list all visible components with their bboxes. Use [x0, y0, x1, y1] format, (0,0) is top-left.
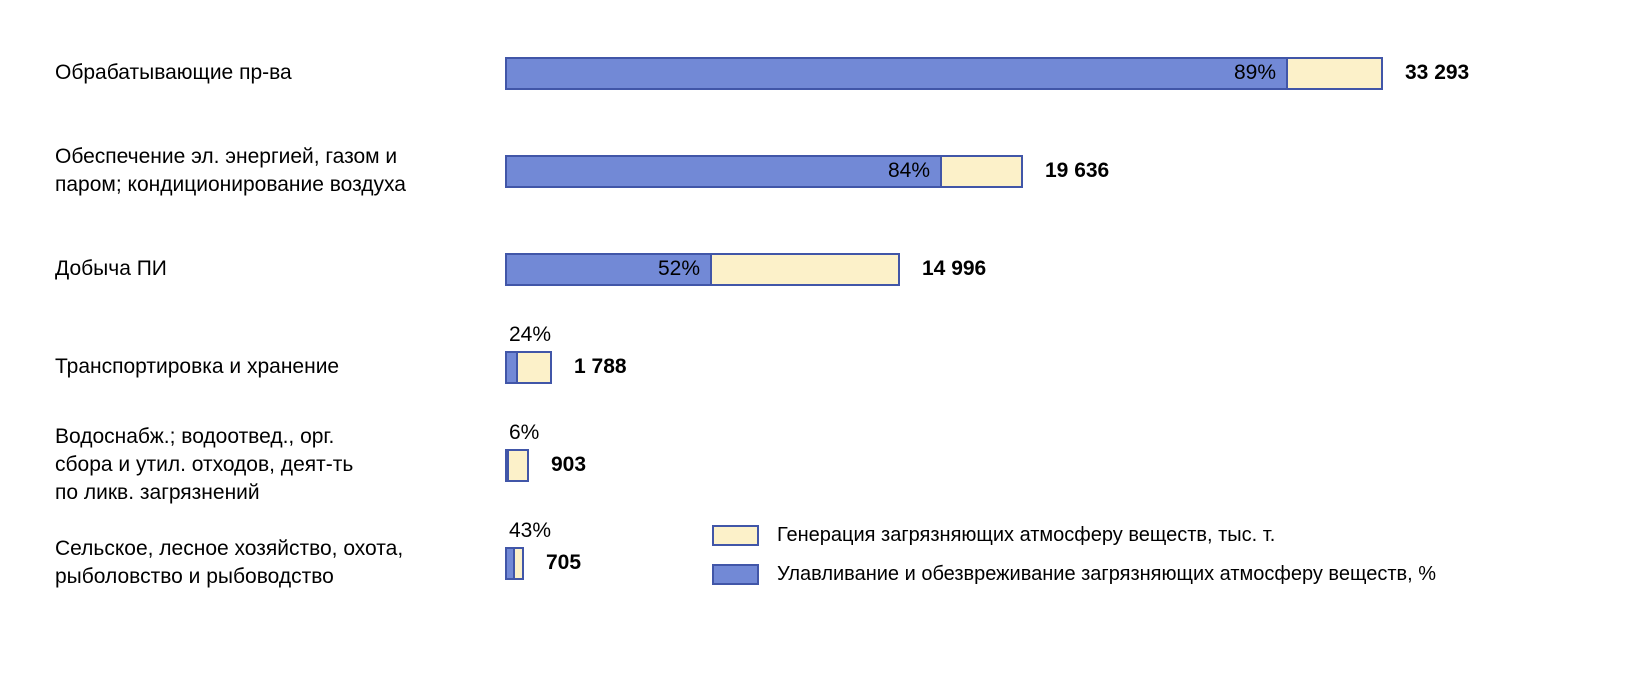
category-label-line: Обрабатывающие пр-ва — [55, 61, 292, 84]
legend-item-generation: Генерация загрязняющих атмосферу веществ… — [712, 524, 1436, 547]
generation-swatch-icon — [712, 525, 759, 546]
value-label: 19 636 — [1045, 159, 1110, 182]
category-label: Обрабатывающие пр-ва — [0, 24, 505, 122]
stacked-bar: 84% — [505, 154, 1023, 188]
stacked-bar — [505, 350, 552, 384]
chart-row: Добыча ПИ 52% 14 996 — [0, 220, 1629, 318]
category-label-line: по ликв. загрязнений — [55, 481, 260, 504]
chart-row: Транспортировка и хранение 24% 1 788 — [0, 318, 1629, 416]
stacked-bar: 89% — [505, 56, 1383, 90]
category-label-line: Сельское, лесное хозяйство, охота, — [55, 537, 404, 560]
category-label-line: сбора и утил. отходов, деят-ть — [55, 453, 354, 476]
percent-label: 84% — [887, 159, 930, 182]
category-label: Добыча ПИ — [0, 220, 505, 318]
chart-rows: Обрабатывающие пр-ва 89% 33 293 Обеспечение… — [0, 24, 1629, 612]
capture-segment — [507, 352, 518, 382]
category-label-line: Транспортировка и хранение — [55, 355, 340, 378]
value-label: 705 — [546, 551, 582, 574]
category-label: Водоснабж.; водоотвед., орг. сбора и утил… — [0, 416, 505, 514]
category-label: Обеспечение эл. энергией, газом и паром; … — [0, 122, 505, 220]
category-label-line: Добыча ПИ — [55, 257, 167, 280]
category-label: Транспортировка и хранение — [0, 318, 505, 416]
legend-label-generation: Генерация загрязняющих атмосферу веществ… — [777, 524, 1276, 546]
chart-row: Водоснабж.; водоотвед., орг. сбора и утил… — [0, 416, 1629, 514]
value-label: 903 — [551, 453, 587, 476]
bar-area: 6% 903 — [505, 416, 1629, 514]
bar-area: 43% 705 — [505, 514, 1629, 612]
chart-row: Сельское, лесное хозяйство, охота, рыболо… — [0, 514, 1629, 612]
category-label-line: рыболовство и рыбоводство — [55, 565, 334, 588]
value-label: 14 996 — [922, 257, 987, 280]
bar-area: 84% 19 636 — [505, 122, 1629, 220]
chart-row: Обеспечение эл. энергией, газом и паром; … — [0, 122, 1629, 220]
chart-row: Обрабатывающие пр-ва 89% 33 293 — [0, 24, 1629, 122]
capture-segment: 52% — [507, 254, 712, 284]
legend-label-capture: Улавливание и обезвреживание загрязняющи… — [777, 563, 1436, 585]
capture-segment: 84% — [507, 156, 942, 186]
category-label-line: Обеспечение эл. энергией, газом и — [55, 145, 398, 168]
capture-swatch-icon — [712, 564, 759, 585]
stacked-bar — [505, 546, 524, 580]
capture-segment: 89% — [507, 58, 1288, 88]
category-label-line: паром; кондиционирование воздуха — [55, 173, 406, 196]
percent-label: 24% — [509, 323, 552, 346]
category-label: Сельское, лесное хозяйство, охота, рыболо… — [0, 514, 505, 612]
stacked-bar: 52% — [505, 252, 900, 286]
value-label: 1 788 — [574, 355, 627, 378]
percent-label: 52% — [657, 257, 700, 280]
legend: Генерация загрязняющих атмосферу веществ… — [712, 524, 1436, 586]
capture-segment — [507, 450, 509, 480]
percent-label: 6% — [509, 421, 540, 444]
percent-label: 43% — [509, 519, 552, 542]
category-label-line: Водоснабж.; водоотвед., орг. — [55, 425, 335, 448]
value-label: 33 293 — [1405, 61, 1470, 84]
stacked-bar — [505, 448, 529, 482]
bar-area: 89% 33 293 — [505, 24, 1629, 122]
bar-area: 52% 14 996 — [505, 220, 1629, 318]
bar-area: 24% 1 788 — [505, 318, 1629, 416]
capture-segment — [507, 548, 515, 578]
legend-item-capture: Улавливание и обезвреживание загрязняющи… — [712, 563, 1436, 586]
percent-label: 89% — [1233, 61, 1276, 84]
